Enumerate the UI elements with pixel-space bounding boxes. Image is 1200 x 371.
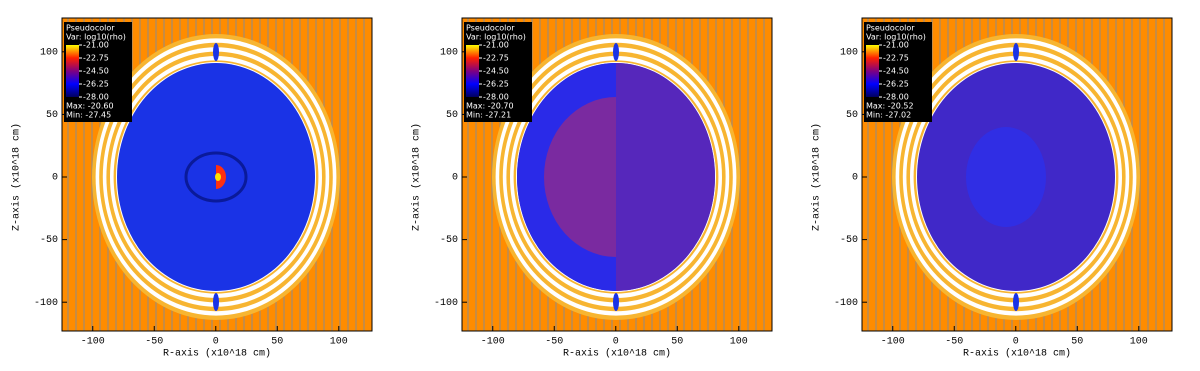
panel: -100 -50 0 50 100 -100 -50 0 50 100 R-axis (x10^18…	[411, 17, 773, 360]
legend-variable: Var: log10(rho)	[66, 33, 126, 42]
legend-title: Pseudocolor	[66, 24, 115, 33]
colorbar-label: -24.50	[483, 67, 509, 76]
x-tick-label: 100	[1130, 337, 1148, 348]
colorbar-label: -24.50	[83, 67, 109, 76]
inner-left	[544, 97, 616, 257]
plot-frame	[61, 17, 373, 332]
colorbar-label: -26.25	[883, 80, 909, 89]
y-axis-label: Z-axis (x10^18 cm)	[11, 123, 23, 231]
colorbar	[866, 45, 879, 97]
x-tick-label: 0	[213, 337, 219, 348]
jet-bottom	[613, 293, 619, 311]
min-label: Min: -27.02	[866, 111, 911, 120]
jet-top	[613, 43, 619, 61]
legend-variable: Var: log10(rho)	[466, 33, 526, 42]
y-tick-label: 0	[452, 173, 458, 184]
min-label: Min: -27.21	[466, 111, 511, 120]
colorbar-label: -28.00	[883, 93, 909, 102]
x-tick-label: 50	[1071, 337, 1083, 348]
y-axis-label: Z-axis (x10^18 cm)	[811, 123, 823, 231]
core-center	[215, 173, 221, 181]
y-tick-label: 0	[852, 173, 858, 184]
y-tick-label: 50	[46, 110, 58, 121]
y-tick-label: 100	[840, 47, 858, 58]
x-tick-label: -50	[145, 337, 163, 348]
max-label: Max: -20.70	[466, 102, 514, 111]
x-tick-label: 0	[1013, 337, 1019, 348]
legend-title: Pseudocolor	[866, 24, 915, 33]
y-tick-label: 50	[846, 110, 858, 121]
colorbar-label: -26.25	[83, 80, 109, 89]
y-tick-label: -50	[840, 235, 858, 246]
panel: -100 -50 0 50 100 -100 -50 0 50 100 R-axis (x10^18…	[11, 17, 373, 360]
jet-bottom	[1013, 293, 1019, 311]
x-tick-label: 50	[271, 337, 283, 348]
colorbar-label: -26.25	[483, 80, 509, 89]
colorbar-label: -21.00	[83, 41, 109, 50]
jet-top	[1013, 43, 1019, 61]
colorbar	[66, 45, 79, 97]
x-tick-label: -100	[481, 337, 505, 348]
y-tick-label: 0	[52, 173, 58, 184]
y-axis-label: Z-axis (x10^18 cm)	[411, 123, 423, 231]
x-axis-label: R-axis (x10^18 cm)	[163, 348, 271, 360]
colorbar-label: -22.75	[883, 54, 909, 63]
inner-glow	[966, 127, 1046, 227]
min-label: Min: -27.45	[66, 111, 111, 120]
y-tick-label: -100	[834, 298, 858, 309]
colorbar-label: -24.50	[883, 67, 909, 76]
x-tick-label: 0	[613, 337, 619, 348]
x-tick-label: 50	[671, 337, 683, 348]
colorbar-label: -28.00	[83, 93, 109, 102]
colorbar-label: -22.75	[83, 54, 109, 63]
x-axis-label: R-axis (x10^18 cm)	[563, 348, 671, 360]
y-tick-label: -50	[440, 235, 458, 246]
x-tick-label: -50	[945, 337, 963, 348]
legend-variable: Var: log10(rho)	[866, 33, 926, 42]
legend-title: Pseudocolor	[466, 24, 515, 33]
y-tick-label: 100	[440, 47, 458, 58]
max-label: Max: -20.52	[866, 102, 914, 111]
jet-bottom	[213, 293, 219, 311]
x-tick-label: -50	[545, 337, 563, 348]
core-ring	[184, 151, 248, 203]
panel: -100 -50 0 50 100 -100 -50 0 50 100 R-axis (x10^18…	[811, 17, 1173, 360]
jet-top	[213, 43, 219, 61]
y-tick-label: 50	[446, 110, 458, 121]
x-tick-label: 100	[730, 337, 748, 348]
half-right	[616, 63, 715, 291]
colorbar-label: -21.00	[883, 41, 909, 50]
y-tick-label: -100	[34, 298, 58, 309]
colorbar-label: -28.00	[483, 93, 509, 102]
plot-frame	[461, 17, 773, 332]
x-axis-label: R-axis (x10^18 cm)	[963, 348, 1071, 360]
y-tick-label: 100	[40, 47, 58, 58]
max-label: Max: -20.60	[66, 102, 114, 111]
colorbar-label: -21.00	[483, 41, 509, 50]
x-tick-label: 100	[330, 337, 348, 348]
y-tick-label: -100	[434, 298, 458, 309]
plot-frame	[861, 17, 1173, 332]
x-tick-label: -100	[881, 337, 905, 348]
colorbar	[466, 45, 479, 97]
colorbar-label: -22.75	[483, 54, 509, 63]
x-tick-label: -100	[81, 337, 105, 348]
y-tick-label: -50	[40, 235, 58, 246]
